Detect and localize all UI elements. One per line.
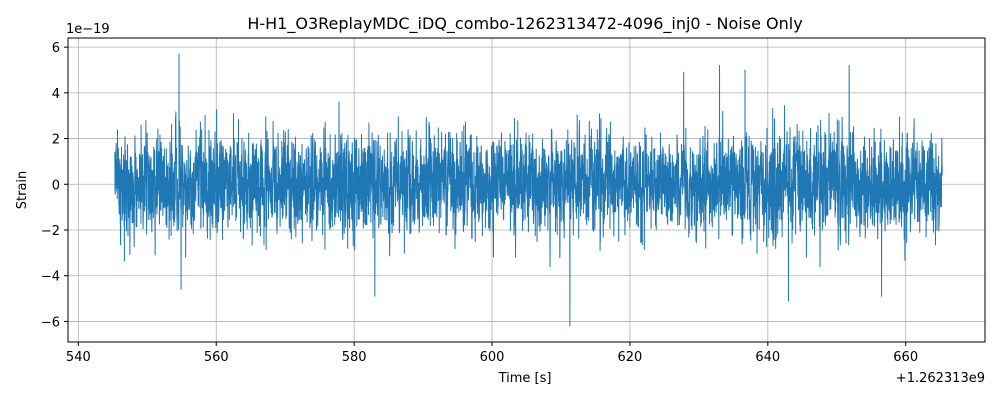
ticks: 540 560 580 600 620 640 660 −6 −4 −2 0 2 4 6: [41, 41, 918, 365]
y-tick-label: 4: [52, 87, 60, 102]
y-tick-label: −6: [41, 315, 60, 330]
chart-title: H-H1_O3ReplayMDC_iDQ_combo-1262313472-40…: [247, 14, 802, 34]
x-axis-label: Time [s]: [498, 371, 552, 386]
x-offset-label: +1.262313e9: [896, 371, 985, 386]
y-tick-label: −4: [41, 270, 60, 285]
y-scale-offset-label: 1e−19: [66, 22, 110, 37]
x-tick-label: 620: [618, 350, 643, 365]
y-tick-label: 2: [52, 133, 60, 148]
x-tick-label: 540: [66, 350, 91, 365]
series-layer: [114, 53, 943, 327]
plot-frame: [67, 37, 986, 343]
x-tick-label: 660: [893, 350, 918, 365]
y-axis-label: Strain: [15, 171, 30, 210]
y-tick-label: −2: [41, 224, 60, 239]
x-tick-label: 560: [204, 350, 229, 365]
strain-series-line: [114, 53, 943, 327]
x-tick-label: 600: [480, 350, 505, 365]
y-tick-label: 0: [52, 178, 60, 193]
x-tick-label: 580: [342, 350, 367, 365]
x-tick-label: 640: [755, 350, 780, 365]
y-tick-label: 6: [52, 41, 60, 56]
